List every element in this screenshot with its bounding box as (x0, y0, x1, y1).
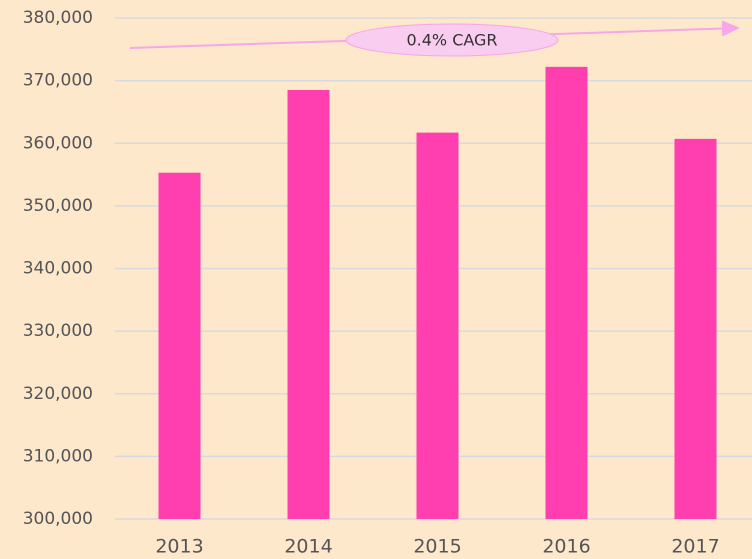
y-tick-label: 320,000 (23, 384, 93, 404)
annotation: 0.4% CAGR (406, 31, 497, 50)
y-tick-label: 310,000 (23, 446, 93, 466)
bar (287, 90, 330, 520)
annotation-bubble (345, 23, 559, 57)
x-tick-label: 2016 (542, 536, 590, 558)
bar (416, 132, 459, 519)
y-tick-label: 370,000 (23, 71, 93, 91)
y-tick-label: 380,000 (23, 8, 93, 28)
y-tick-label: 360,000 (23, 133, 93, 153)
x-tick-label: 2015 (413, 536, 461, 558)
bar (158, 172, 201, 519)
bar-layer (158, 66, 717, 520)
x-tick-label: 2013 (155, 536, 203, 558)
bar (674, 138, 717, 519)
bar (545, 66, 588, 519)
x-tick-label: 2014 (284, 536, 332, 558)
y-tick-label: 300,000 (23, 509, 93, 529)
x-tick-label: 2017 (671, 536, 719, 558)
y-tick-label: 340,000 (23, 259, 93, 279)
y-tick-label: 350,000 (23, 196, 93, 216)
y-tick-label: 330,000 (23, 321, 93, 341)
